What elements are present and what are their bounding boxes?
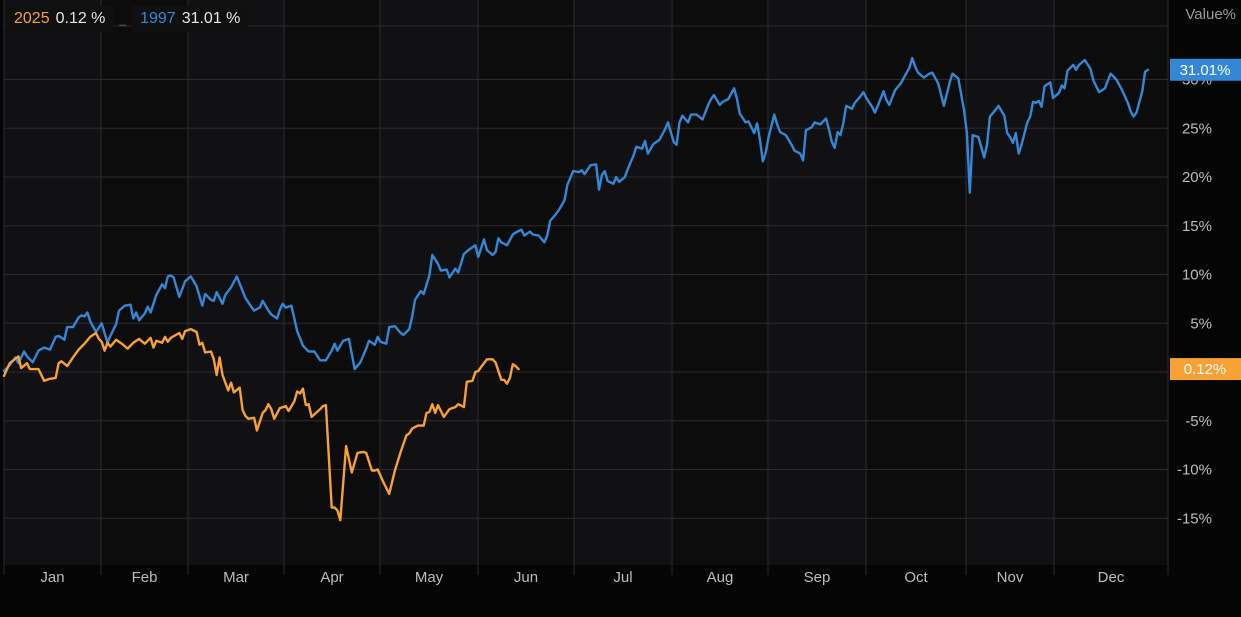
x-tick-label-mar: Mar: [223, 569, 249, 586]
series-line-2025: [2, 327, 520, 522]
y-tick-label: -15%: [1177, 510, 1212, 527]
y-tick-label: 25%: [1182, 120, 1212, 137]
legend-series-name-2025: 2025: [14, 10, 50, 27]
month-band: [478, 0, 574, 565]
month-band: [672, 0, 768, 565]
x-tick-label-may: May: [415, 569, 444, 586]
last-value-badge-2025: [1170, 358, 1241, 381]
month-band: [574, 0, 672, 565]
x-tick-label-feb: Feb: [132, 569, 158, 586]
series-line-1997: [2, 56, 1150, 373]
y-tick-label: 10%: [1182, 267, 1212, 284]
legend-series-name-1997: 1997: [140, 10, 176, 27]
y-tick-label: 5%: [1190, 315, 1212, 332]
month-band: [1054, 0, 1168, 565]
legend: 2025 0.12 % _ 1997 31.01 %: [6, 6, 249, 32]
y-tick-label: -5%: [1185, 413, 1212, 430]
y-axis-title: Value%: [1185, 6, 1236, 23]
y-tick-label: 15%: [1182, 218, 1212, 235]
x-tick-label-oct: Oct: [904, 569, 928, 586]
month-band: [4, 0, 101, 565]
y-tick-label: -10%: [1177, 462, 1212, 479]
legend-series-value-1997: 31.01 %: [181, 10, 241, 27]
legend-item-1997[interactable]: 1997 31.01 %: [132, 6, 249, 32]
x-tick-label-apr: Apr: [320, 569, 343, 586]
x-tick-label-sep: Sep: [804, 569, 831, 586]
legend-item-2025[interactable]: 2025 0.12 %: [6, 6, 114, 32]
last-value-badge-1997: [1170, 58, 1241, 81]
x-tick-label-aug: Aug: [707, 569, 734, 586]
last-value-label-1997: 31.01%: [1180, 62, 1231, 79]
x-tick-label-nov: Nov: [997, 569, 1024, 586]
legend-series-value-2025: 0.12 %: [55, 10, 106, 27]
x-tick-label-jul: Jul: [613, 569, 632, 586]
y-tick-label: 20%: [1182, 169, 1212, 186]
month-band: [966, 0, 1054, 565]
month-band: [101, 0, 188, 565]
month-band: [380, 0, 478, 565]
month-band: [284, 0, 380, 565]
x-tick-label-jun: Jun: [514, 569, 538, 586]
month-band: [188, 0, 284, 565]
last-value-label-2025: 0.12%: [1184, 361, 1227, 378]
x-tick-label-dec: Dec: [1098, 569, 1125, 586]
month-band: [768, 0, 866, 565]
legend-separator: _: [119, 12, 127, 26]
month-band: [866, 0, 966, 565]
x-tick-label-jan: Jan: [40, 569, 64, 586]
